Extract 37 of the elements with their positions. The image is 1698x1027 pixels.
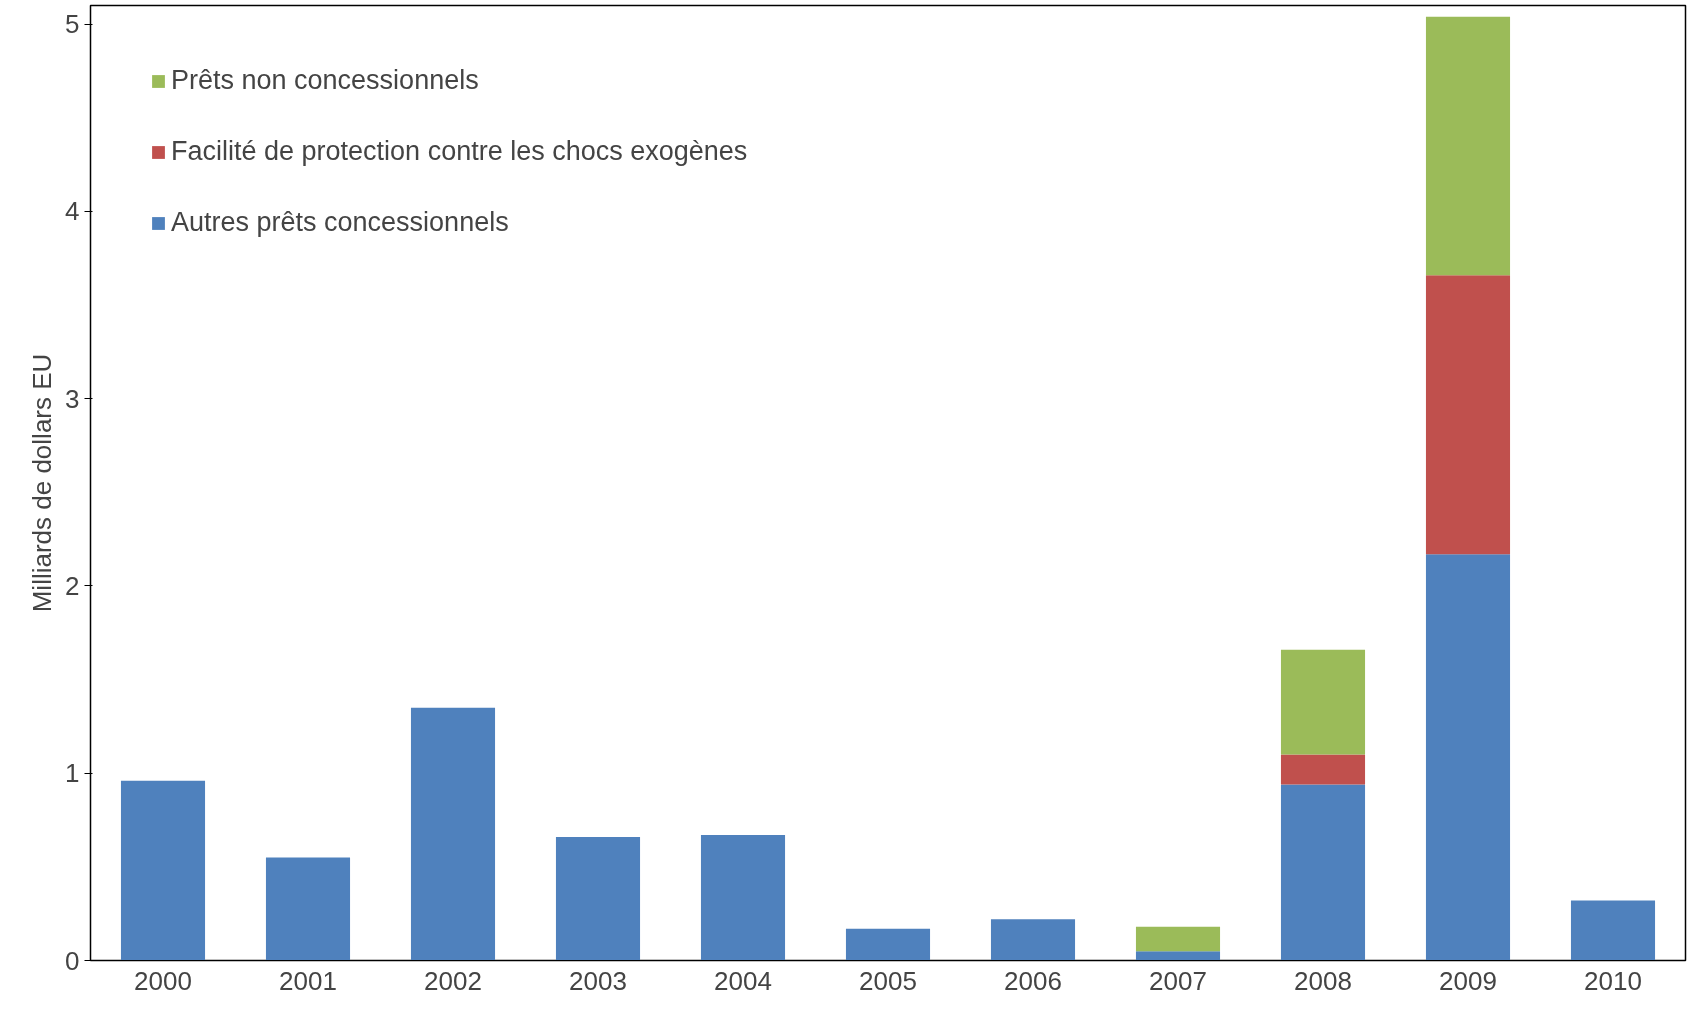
y-tick-label: 5 bbox=[65, 9, 80, 40]
bar bbox=[120, 780, 206, 961]
y-axis-title: Milliards de dollars EU bbox=[27, 353, 58, 613]
x-tick-label: 2007 bbox=[1149, 965, 1207, 996]
x-tick-label: 2008 bbox=[1294, 965, 1352, 996]
y-tick-label: 4 bbox=[65, 196, 80, 227]
x-tick-label: 2001 bbox=[279, 965, 337, 996]
x-tick-label: 2010 bbox=[1584, 965, 1642, 996]
bar bbox=[265, 857, 351, 961]
x-tick-label: 2003 bbox=[569, 965, 627, 996]
y-tick-label: 0 bbox=[65, 945, 80, 976]
x-tick-label: 2002 bbox=[424, 965, 482, 996]
bar bbox=[1280, 784, 1366, 961]
bar bbox=[845, 928, 931, 961]
bar bbox=[1425, 16, 1511, 276]
y-tick-label: 2 bbox=[65, 570, 80, 601]
legend-label: Prêts non concessionnels bbox=[171, 65, 479, 96]
bar bbox=[555, 836, 641, 961]
bar bbox=[410, 707, 496, 961]
bar bbox=[1280, 754, 1366, 785]
x-tick-label: 2009 bbox=[1439, 965, 1497, 996]
bar bbox=[990, 919, 1076, 961]
bar bbox=[700, 835, 786, 961]
legend-label: Facilité de protection contre les chocs exogènes bbox=[171, 136, 748, 167]
bar bbox=[1135, 926, 1221, 952]
y-tick-label: 1 bbox=[65, 758, 80, 789]
x-tick-label: 2004 bbox=[714, 965, 772, 996]
bar bbox=[1135, 951, 1221, 961]
x-tick-label: 2000 bbox=[134, 965, 192, 996]
y-tick-label: 3 bbox=[65, 383, 80, 414]
bar bbox=[1425, 554, 1511, 961]
bar bbox=[1425, 275, 1511, 555]
x-tick-label: 2005 bbox=[859, 965, 917, 996]
legend-label: Autres prêts concessionnels bbox=[171, 207, 509, 238]
x-tick-label: 2006 bbox=[1004, 965, 1062, 996]
bar bbox=[1280, 649, 1366, 755]
bar bbox=[1570, 900, 1656, 961]
